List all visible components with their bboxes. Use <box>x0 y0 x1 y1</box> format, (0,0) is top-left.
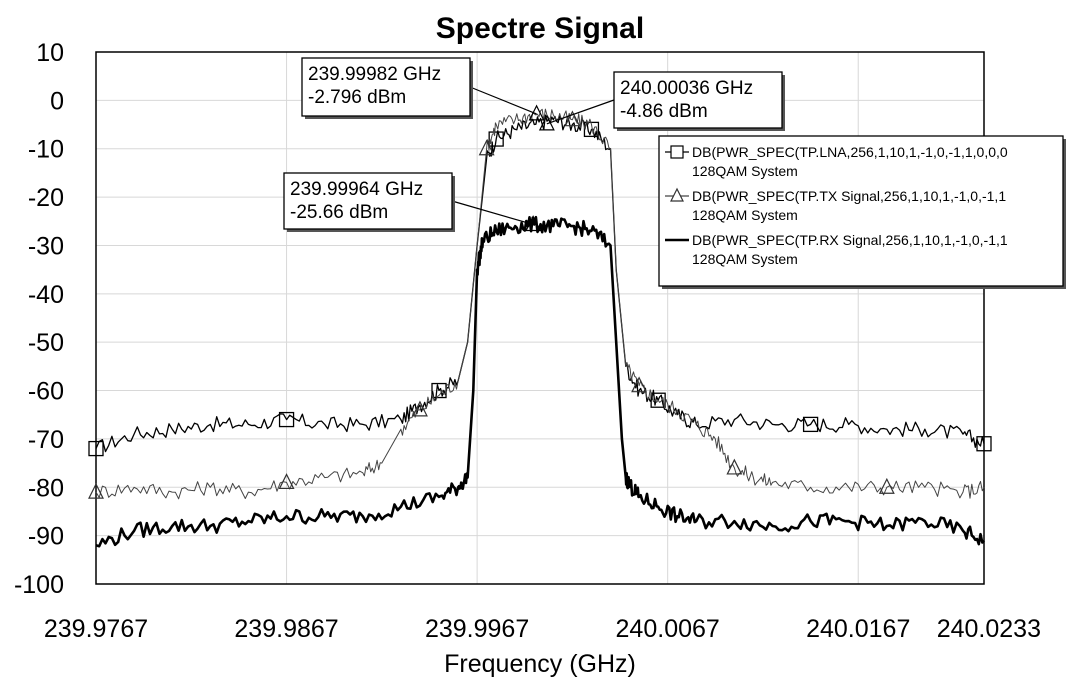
legend-series-subname: 128QAM System <box>692 163 798 179</box>
series-marker-triangle <box>478 139 495 156</box>
y-tick-label: 10 <box>36 39 64 67</box>
legend-series-subname: 128QAM System <box>692 251 798 267</box>
annotation-point-marker <box>538 114 555 131</box>
y-tick-label: -10 <box>28 136 64 164</box>
series-line-2 <box>95 108 985 500</box>
chart-title: Spectre Signal <box>436 12 644 45</box>
legend-series-name: DB(PWR_SPEC(TP.LNA,256,1,10,1,-1,0,-1,1,… <box>692 144 1008 160</box>
x-tick-label: 240.0233 <box>937 615 1041 643</box>
legend-series-subname: 128QAM System <box>692 207 798 223</box>
series-marker-square <box>488 131 504 147</box>
annotation-point-marker <box>525 215 542 232</box>
series-marker-square <box>583 121 600 138</box>
annotation-box <box>613 71 783 129</box>
series-marker-triangle <box>631 376 648 393</box>
series-marker-square <box>650 392 666 408</box>
legend-triangle-marker <box>670 187 684 202</box>
y-tick-label: -60 <box>28 378 64 406</box>
series-marker-square <box>278 411 295 428</box>
annotation-box <box>301 57 471 117</box>
series-marker-triangle <box>411 400 428 417</box>
x-tick-label: 239.9867 <box>234 615 338 643</box>
annotation-box <box>283 172 453 230</box>
annotation-frequency: 240.00036 GHz <box>620 78 753 99</box>
x-axis-label: Frequency (GHz) <box>444 650 636 678</box>
y-tick-label: -30 <box>28 232 64 260</box>
series-line-3 <box>95 215 985 548</box>
annotation-leader <box>546 99 615 125</box>
annotation-leader <box>451 200 534 226</box>
x-tick-label: 239.9967 <box>425 615 529 643</box>
y-tick-label: -90 <box>28 523 64 551</box>
y-axis-ticks: 10 0 -10 -20 -30 -40 -50 -60 -70 -80 -90 -100 <box>14 39 64 599</box>
x-tick-label: 240.0167 <box>806 615 910 643</box>
annotation-power: -25.66 dBm <box>290 202 388 223</box>
annotation-point-marker <box>528 104 545 121</box>
y-tick-label: -80 <box>28 474 64 502</box>
legend: DB(PWR_SPEC(TP.LNA,256,1,10,1,-1,0,-1,1,… <box>658 135 1066 289</box>
annotation-frequency: 239.99982 GHz <box>308 64 441 85</box>
annotation-frequency: 239.99964 GHz <box>290 179 423 200</box>
legend-series-name: DB(PWR_SPEC(TP.TX Signal,256,1,10,1,-1,0… <box>692 188 1006 204</box>
y-tick-label: -100 <box>14 571 64 599</box>
series-line-1 <box>95 114 985 453</box>
marker-annotations: 239.99982 GHz-2.796 dBm 240.00036 GHz-4.8… <box>283 57 785 232</box>
y-tick-label: -50 <box>28 329 64 357</box>
grid <box>96 52 984 584</box>
legend-box <box>658 135 1064 287</box>
series-marker-triangle <box>726 458 743 475</box>
series-marker-square <box>976 436 992 452</box>
series-marker-triangle <box>564 110 581 127</box>
x-tick-label: 239.9767 <box>44 615 148 643</box>
y-tick-label: -40 <box>28 281 64 309</box>
series-marker-triangle <box>878 477 895 494</box>
x-tick-label: 240.0067 <box>616 615 720 643</box>
plot-area <box>95 51 985 585</box>
annotation-power: -2.796 dBm <box>308 87 406 108</box>
annotation-power: -4.86 dBm <box>620 101 708 122</box>
annotation-leader <box>469 86 537 115</box>
y-tick-label: -20 <box>28 184 64 212</box>
y-tick-label: -70 <box>28 426 64 454</box>
y-tick-label: 0 <box>50 87 64 115</box>
x-axis-ticks: 239.9767 239.9867 239.9967 240.0067 240.0167… <box>44 615 1041 643</box>
series-marker-square <box>802 416 819 433</box>
series-lines <box>88 108 992 548</box>
series-marker-square <box>88 440 104 457</box>
series-marker-triangle <box>278 473 295 490</box>
legend-series-name: DB(PWR_SPEC(TP.RX Signal,256,1,10,1,-1,0… <box>692 232 1008 248</box>
series-marker-triangle <box>88 482 104 499</box>
legend-square-marker <box>670 145 684 159</box>
